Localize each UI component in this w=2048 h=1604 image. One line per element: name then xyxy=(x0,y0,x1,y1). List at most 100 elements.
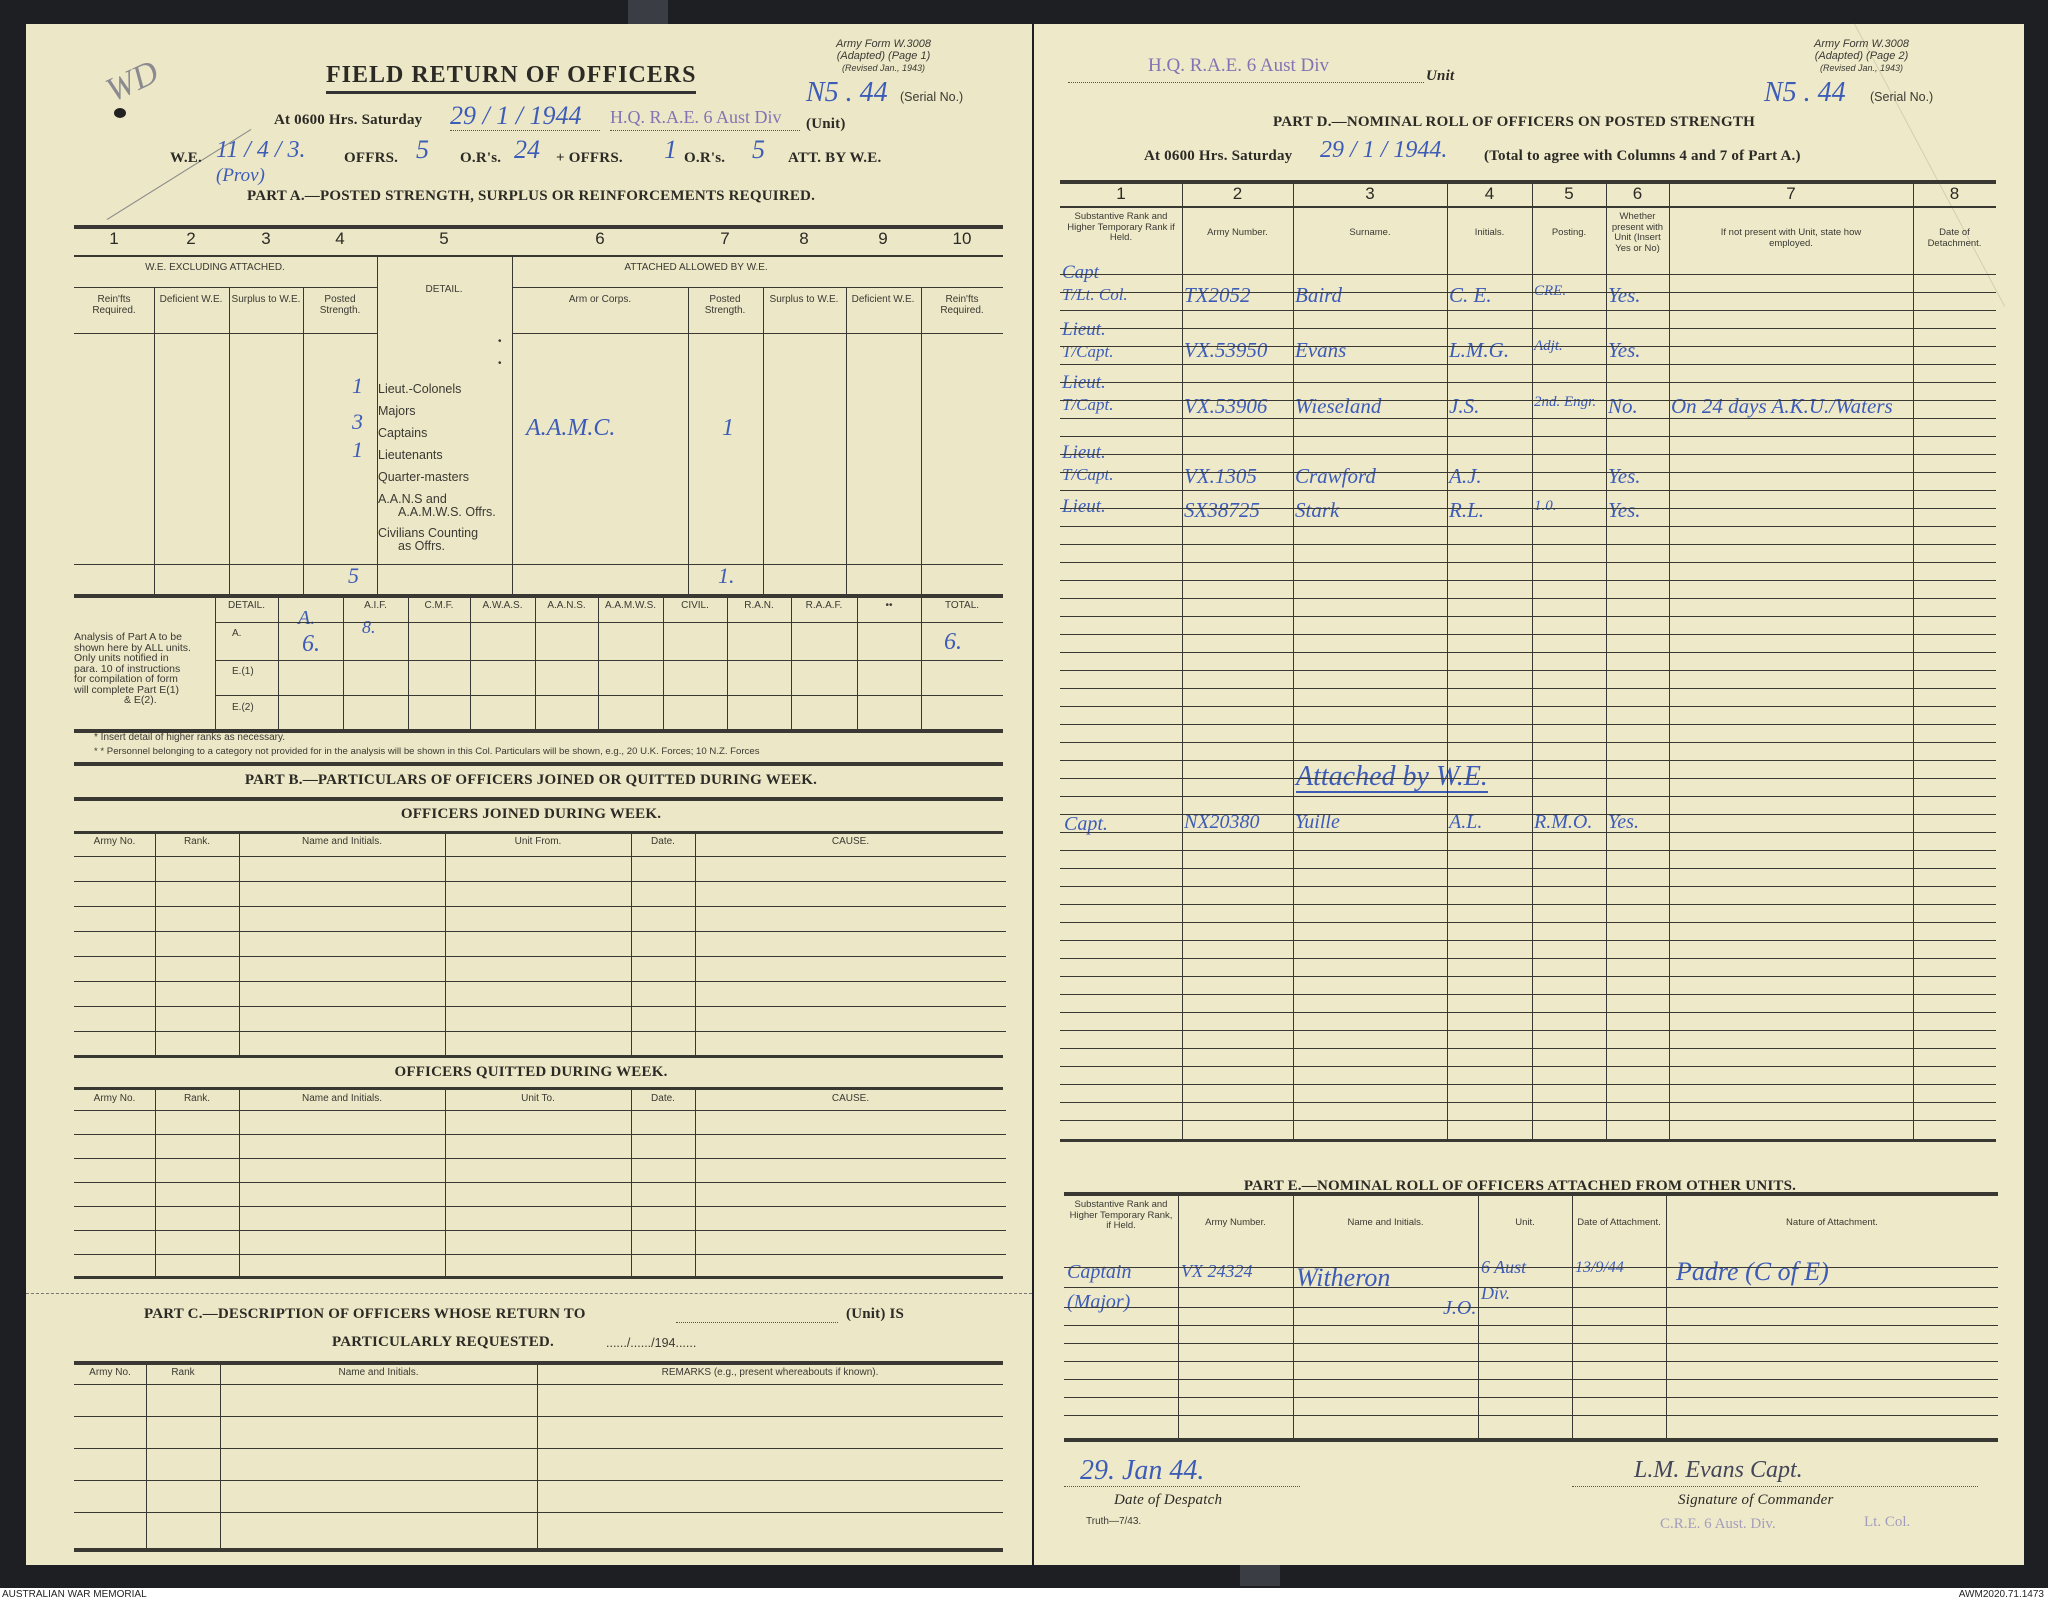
rule xyxy=(1178,1192,1179,1438)
analysis-row-e2: E.(2) xyxy=(232,702,254,713)
footer-accession: AWM2020.71.1473 xyxy=(1958,1589,2044,1600)
unit-stamp: H.Q. R.A.E. 6 Aust Div xyxy=(1148,55,1330,76)
army-no-hand: VX.1305 xyxy=(1184,464,1257,488)
part-e-date-hand: 13/9/44 xyxy=(1575,1259,1624,1276)
rule xyxy=(1060,724,1996,725)
part-c-unit-is: (Unit) IS xyxy=(846,1306,905,1322)
signature-dots xyxy=(1572,1486,1978,1487)
column-number: 1 xyxy=(1116,184,1126,203)
ors2-label: O.R's. xyxy=(684,150,726,166)
rule xyxy=(631,1087,632,1276)
rule xyxy=(921,287,922,594)
rule xyxy=(303,287,304,594)
rule xyxy=(278,594,279,731)
rule xyxy=(239,1087,240,1276)
rule xyxy=(535,594,536,731)
army-no-hand: VX.53950 xyxy=(1184,338,1268,362)
surname-hand: Crawford xyxy=(1295,464,1376,488)
form-page-1: WD Army Form W.3008 (Adapted) (Page 1) (… xyxy=(26,24,1032,1565)
rule xyxy=(1060,544,1996,545)
rule xyxy=(1060,922,1996,923)
rule xyxy=(1666,1192,1667,1438)
we-prov-hand: (Prov) xyxy=(216,165,265,186)
analysis-col-a-hand: A. xyxy=(298,607,316,629)
column-header: If not present with Unit, state how empl… xyxy=(1720,227,1862,249)
rule xyxy=(74,594,1003,598)
part-c-unit-dots xyxy=(676,1322,838,1323)
rule xyxy=(1060,274,1996,275)
rule xyxy=(1060,562,1996,563)
column-header: Surplus to W.E. xyxy=(769,294,839,305)
column-number: 4 xyxy=(335,229,345,248)
column-header: Army Number. xyxy=(1207,227,1268,238)
rule xyxy=(74,1548,1003,1552)
surname-hand: Evans xyxy=(1295,338,1347,362)
rule xyxy=(1060,598,1996,599)
table-header: Name and Initials. xyxy=(301,836,383,847)
rule xyxy=(1060,904,1996,905)
we-hand: 11 / 4 / 3. xyxy=(216,137,306,163)
part-e-name1-hand: Witheron xyxy=(1296,1263,1391,1292)
surname-hand: Baird xyxy=(1295,283,1343,307)
column-number: 3 xyxy=(261,229,271,248)
rule xyxy=(1060,1084,1996,1085)
rule xyxy=(74,333,377,334)
rule xyxy=(74,1361,1003,1365)
column-header: Arm or Corps. xyxy=(568,294,632,305)
signature-hand: L.M. Evans Capt. xyxy=(1634,1457,1803,1483)
footnote-1: * Insert detail of higher ranks as neces… xyxy=(94,732,286,743)
table-header: Name and Initials. xyxy=(338,1367,419,1378)
column-header: Substantive Rank and Higher Temporary Ra… xyxy=(1067,211,1175,243)
rule xyxy=(74,1416,1003,1417)
date-hand: 29 / 1 / 1944 xyxy=(450,101,582,130)
rule xyxy=(512,333,1003,334)
column-header: Posting. xyxy=(1551,227,1587,238)
corner-annotation: WD xyxy=(100,53,165,110)
rank-hand: Lieut. xyxy=(1062,372,1106,393)
attached-note-hand: Attached by W.E. xyxy=(1296,761,1488,794)
rule xyxy=(1572,1192,1573,1438)
part-d-date-suffix: (Total to agree with Columns 4 and 7 of … xyxy=(1484,148,1801,164)
form-number: Army Form W.3008 xyxy=(836,38,931,50)
serial-number-hand: N5 . 44 xyxy=(1764,77,1846,108)
posting-hand: Adjt. xyxy=(1534,338,1563,354)
attached-posted-hand: 1 xyxy=(722,415,734,441)
serial-number-hand: N5 . 44 xyxy=(806,77,888,108)
rule xyxy=(74,1448,1003,1449)
rule xyxy=(537,1361,538,1548)
rule xyxy=(470,594,471,731)
rule xyxy=(1182,180,1183,1139)
rule xyxy=(1060,634,1996,635)
part-e-rank2-hand: (Major) xyxy=(1067,1291,1131,1313)
att-label: ATT. BY W.E. xyxy=(788,150,882,166)
rule xyxy=(74,225,1003,229)
rule xyxy=(1064,1343,1998,1344)
rule xyxy=(74,1110,1006,1111)
rule xyxy=(343,594,344,731)
posting-hand: 2nd. Engr. xyxy=(1534,394,1597,410)
column-header: Surplus to W.E. xyxy=(231,294,301,305)
detail-mark-2: • xyxy=(498,358,502,369)
rule xyxy=(74,1055,1003,1058)
group-attached: ATTACHED ALLOWED BY W.E. xyxy=(624,262,768,273)
analysis-note: Analysis of Part A to be shown here by A… xyxy=(74,632,191,706)
rank-label: Lieutenants xyxy=(378,448,443,462)
rule xyxy=(1293,1192,1294,1438)
footer-credit: AUSTRALIAN WAR MEMORIAL xyxy=(2,1589,147,1600)
posted-captains-hand: 3 xyxy=(352,409,363,434)
part-e-unit2-hand: Div. xyxy=(1481,1283,1511,1303)
table-header: Name and Initials. xyxy=(301,1093,383,1104)
rule xyxy=(146,1361,147,1548)
rule xyxy=(445,1087,446,1276)
rule xyxy=(1060,1066,1996,1067)
rule xyxy=(663,594,664,731)
form-page: (Adapted) (Page 1) xyxy=(836,50,931,62)
initials-hand: A.L. xyxy=(1449,811,1483,833)
rule xyxy=(1060,206,1996,208)
rule xyxy=(1060,436,1996,437)
rule xyxy=(1060,706,1996,707)
despatch-date-hand: 29. Jan 44. xyxy=(1080,1455,1205,1486)
rule xyxy=(1060,886,1996,887)
column-header: Deficient W.E. xyxy=(851,294,915,305)
part-d-date-hand: 29 / 1 / 1944. xyxy=(1320,137,1448,163)
